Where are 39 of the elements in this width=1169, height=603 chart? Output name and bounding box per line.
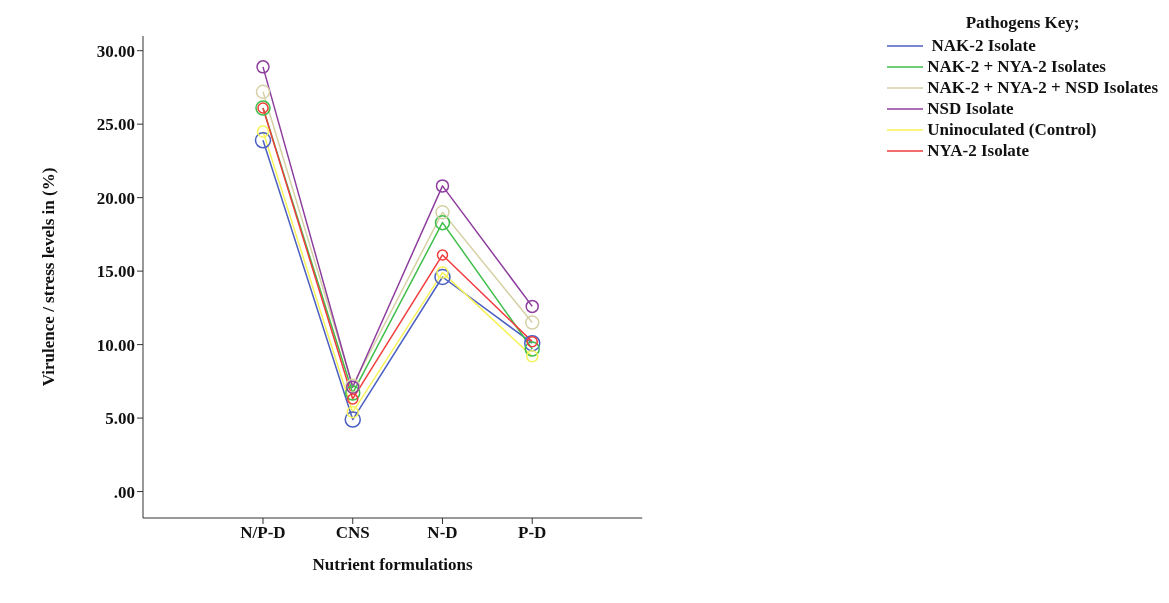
point bbox=[256, 60, 270, 74]
point bbox=[526, 335, 538, 348]
point bbox=[525, 350, 539, 363]
point bbox=[344, 385, 361, 401]
point bbox=[346, 393, 359, 405]
point bbox=[524, 315, 540, 330]
legend-label: NAK-2 + NYA-2 + NSD Isolates bbox=[927, 77, 1158, 98]
y-axis-title: Virulence / stress levels in (%) bbox=[39, 167, 59, 387]
y-tick-label: 15.00 bbox=[96, 262, 135, 282]
point bbox=[434, 268, 451, 286]
x-tick-label: P-D bbox=[518, 523, 547, 543]
point bbox=[434, 214, 451, 231]
point bbox=[524, 341, 540, 357]
point bbox=[523, 334, 541, 352]
y-tick-label: 30.00 bbox=[96, 41, 135, 61]
y-tick-label: 20.00 bbox=[96, 188, 135, 208]
point bbox=[435, 179, 450, 193]
y-tick-label: 10.00 bbox=[96, 335, 135, 355]
y-tick-label: .00 bbox=[113, 482, 135, 502]
y-tick-label: 5.00 bbox=[105, 409, 135, 429]
legend-label: NYA-2 Isolate bbox=[927, 140, 1030, 161]
legend-label: NAK-2 Isolate bbox=[930, 35, 1036, 56]
legend-label: NSD Isolate bbox=[927, 98, 1014, 119]
x-tick-label: CNS bbox=[335, 523, 370, 543]
legend-label: Uninoculated (Control) bbox=[927, 119, 1097, 140]
legend-title: Pathogens Key; bbox=[964, 13, 1081, 33]
x-tick-label: N/P-D bbox=[240, 523, 286, 543]
point bbox=[254, 132, 272, 149]
point bbox=[256, 125, 270, 138]
point bbox=[344, 411, 361, 428]
legend-label: NAK-2 + NYA-2 Isolates bbox=[927, 56, 1106, 77]
point bbox=[436, 249, 449, 261]
point bbox=[525, 299, 539, 314]
point bbox=[255, 84, 271, 100]
x-tick-label: N-D bbox=[427, 523, 458, 543]
x-axis-title: Nutrient formulations bbox=[312, 555, 474, 575]
y-tick-label: 25.00 bbox=[96, 115, 135, 135]
point bbox=[435, 205, 450, 220]
point bbox=[346, 405, 359, 419]
